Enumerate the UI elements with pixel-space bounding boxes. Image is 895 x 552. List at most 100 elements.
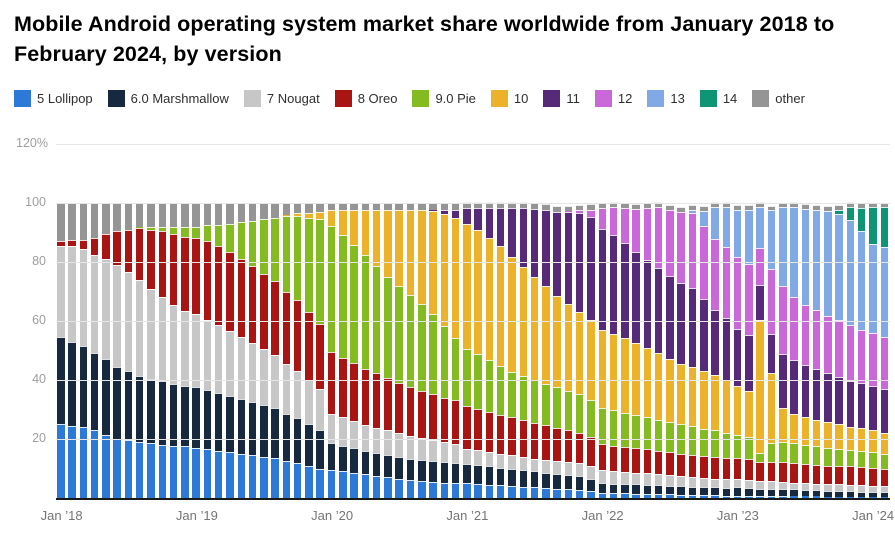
segment-13[interactable] xyxy=(688,210,697,213)
segment-other[interactable] xyxy=(824,206,832,212)
segment-5-lollipop[interactable] xyxy=(451,483,460,498)
segment-7-nougat[interactable] xyxy=(463,448,471,464)
segment-10[interactable] xyxy=(643,348,652,418)
segment-6-0-marshmallow[interactable] xyxy=(124,371,133,441)
segment-11[interactable] xyxy=(835,376,843,424)
segment-6-0-marshmallow[interactable] xyxy=(429,460,437,482)
segment-8-oreo[interactable] xyxy=(756,461,764,481)
segment-11[interactable] xyxy=(824,373,832,422)
segment-7-nougat[interactable] xyxy=(271,354,279,409)
segment-12[interactable] xyxy=(745,264,753,335)
segment-10[interactable] xyxy=(869,430,877,453)
segment-7-nougat[interactable] xyxy=(632,472,640,485)
segment-other[interactable] xyxy=(237,203,245,223)
segment-8-oreo[interactable] xyxy=(824,465,832,485)
segment-6-0-marshmallow[interactable] xyxy=(542,472,550,488)
segment-11[interactable] xyxy=(598,229,606,330)
bar-jul-2021[interactable] xyxy=(530,203,539,498)
segment-12[interactable] xyxy=(722,247,731,318)
segment-5-lollipop[interactable] xyxy=(880,496,889,498)
segment-6-0-marshmallow[interactable] xyxy=(169,384,178,447)
segment-7-nougat[interactable] xyxy=(508,455,516,469)
segment-5-lollipop[interactable] xyxy=(350,472,358,498)
segment-other[interactable] xyxy=(496,202,505,209)
segment-9-0-pie[interactable] xyxy=(226,223,234,252)
segment-10[interactable] xyxy=(485,237,494,360)
segment-other[interactable] xyxy=(519,202,528,209)
bar-nov-2023[interactable] xyxy=(846,202,855,498)
segment-7-nougat[interactable] xyxy=(147,288,155,379)
segment-13[interactable] xyxy=(801,208,810,305)
segment-6-0-marshmallow[interactable] xyxy=(553,473,561,489)
segment-7-nougat[interactable] xyxy=(169,304,178,385)
segment-9-0-pie[interactable] xyxy=(530,380,539,424)
segment-5-lollipop[interactable] xyxy=(293,462,302,498)
segment-7-nougat[interactable] xyxy=(158,297,167,382)
segment-9-0-pie[interactable] xyxy=(621,412,629,447)
bar-jul-2019[interactable] xyxy=(260,203,268,498)
segment-5-lollipop[interactable] xyxy=(745,495,753,498)
segment-other[interactable] xyxy=(485,202,494,209)
segment-5-lollipop[interactable] xyxy=(203,449,212,498)
segment-11[interactable] xyxy=(677,282,685,364)
segment-5-lollipop[interactable] xyxy=(824,496,832,498)
segment-13[interactable] xyxy=(869,244,877,333)
segment-9-0-pie[interactable] xyxy=(756,452,764,462)
segment-6-0-marshmallow[interactable] xyxy=(609,483,618,493)
segment-5-lollipop[interactable] xyxy=(327,469,336,498)
segment-6-0-marshmallow[interactable] xyxy=(384,454,392,478)
segment-7-nougat[interactable] xyxy=(756,480,764,489)
segment-5-lollipop[interactable] xyxy=(733,495,742,498)
segment-8-oreo[interactable] xyxy=(169,234,178,305)
segment-12[interactable] xyxy=(869,332,877,386)
segment-8-oreo[interactable] xyxy=(339,357,347,418)
legend-item-other[interactable]: other xyxy=(752,90,805,107)
segment-other[interactable] xyxy=(135,203,144,227)
segment-9-0-pie[interactable] xyxy=(372,265,381,374)
segment-5-lollipop[interactable] xyxy=(666,494,674,498)
segment-8-oreo[interactable] xyxy=(79,239,88,249)
segment-6-0-marshmallow[interactable] xyxy=(192,387,200,448)
segment-5-lollipop[interactable] xyxy=(361,474,370,498)
segment-12[interactable] xyxy=(564,211,573,213)
segment-other[interactable] xyxy=(564,205,573,212)
bar-mar-2018[interactable] xyxy=(79,203,88,498)
segment-9-0-pie[interactable] xyxy=(564,390,573,431)
segment-5-lollipop[interactable] xyxy=(395,478,403,498)
segment-9-0-pie[interactable] xyxy=(429,314,437,395)
segment-5-lollipop[interactable] xyxy=(192,447,200,498)
segment-5-lollipop[interactable] xyxy=(779,495,787,498)
segment-8-oreo[interactable] xyxy=(496,414,505,454)
segment-10[interactable] xyxy=(779,408,787,442)
segment-9-0-pie[interactable] xyxy=(666,421,674,453)
segment-other[interactable] xyxy=(68,203,76,240)
segment-5-lollipop[interactable] xyxy=(767,495,776,498)
segment-11[interactable] xyxy=(700,298,708,372)
segment-8-oreo[interactable] xyxy=(700,456,708,479)
segment-6-0-marshmallow[interactable] xyxy=(350,448,358,473)
segment-6-0-marshmallow[interactable] xyxy=(485,466,494,485)
segment-5-lollipop[interactable] xyxy=(801,496,810,498)
segment-9-0-pie[interactable] xyxy=(733,434,742,458)
legend-item-9-0-pie[interactable]: 9.0 Pie xyxy=(412,90,476,107)
bar-mar-2022[interactable] xyxy=(621,202,629,498)
segment-9-0-pie[interactable] xyxy=(643,417,652,450)
segment-6-0-marshmallow[interactable] xyxy=(440,462,449,483)
segment-10[interactable] xyxy=(508,256,516,372)
bar-jun-2021[interactable] xyxy=(519,202,528,498)
segment-7-nougat[interactable] xyxy=(677,476,685,487)
segment-5-lollipop[interactable] xyxy=(508,485,516,498)
segment-6-0-marshmallow[interactable] xyxy=(654,485,663,495)
segment-9-0-pie[interactable] xyxy=(463,348,471,407)
segment-8-oreo[interactable] xyxy=(722,457,731,480)
segment-8-oreo[interactable] xyxy=(801,463,810,483)
segment-10[interactable] xyxy=(722,379,731,433)
segment-8-oreo[interactable] xyxy=(395,382,403,434)
segment-5-lollipop[interactable] xyxy=(384,477,392,498)
segment-6-0-marshmallow[interactable] xyxy=(102,359,110,435)
segment-other[interactable] xyxy=(508,202,516,209)
bar-jun-2022[interactable] xyxy=(654,202,663,498)
bar-jan-2020[interactable] xyxy=(327,203,336,498)
segment-7-nougat[interactable] xyxy=(226,331,234,397)
bar-may-2019[interactable] xyxy=(237,203,245,498)
